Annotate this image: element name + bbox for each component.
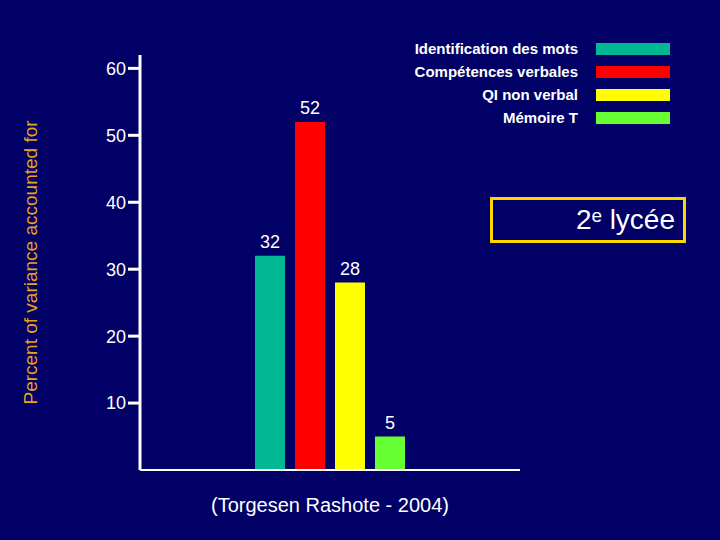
svg-text:32: 32: [260, 232, 280, 252]
svg-text:30: 30: [106, 260, 126, 280]
html-text:QI non verbal: QI non verbal: [482, 86, 578, 103]
svg-text:40: 40: [106, 193, 126, 213]
html-text:Identification des mots: Identification des mots: [414, 40, 578, 57]
svg-text:50: 50: [106, 126, 126, 146]
svg-text:20: 20: [106, 327, 126, 347]
svg-text:28: 28: [340, 259, 360, 279]
html-text:Compétences verbales: Compétences verbales: [414, 63, 578, 80]
svg-text:5: 5: [385, 413, 395, 433]
html-text:Mémoire T: Mémoire T: [503, 109, 578, 126]
svg-text:60: 60: [106, 59, 126, 79]
svg-text:Percent of variance accounted: Percent of variance accounted for: [20, 120, 41, 405]
html-text:2ᵉ lycée: 2ᵉ lycée: [575, 204, 675, 235]
svg-text:10: 10: [106, 393, 126, 413]
svg-text:52: 52: [300, 98, 320, 118]
html-text:(Torgesen Rashote - 2004): (Torgesen Rashote - 2004): [211, 494, 449, 516]
